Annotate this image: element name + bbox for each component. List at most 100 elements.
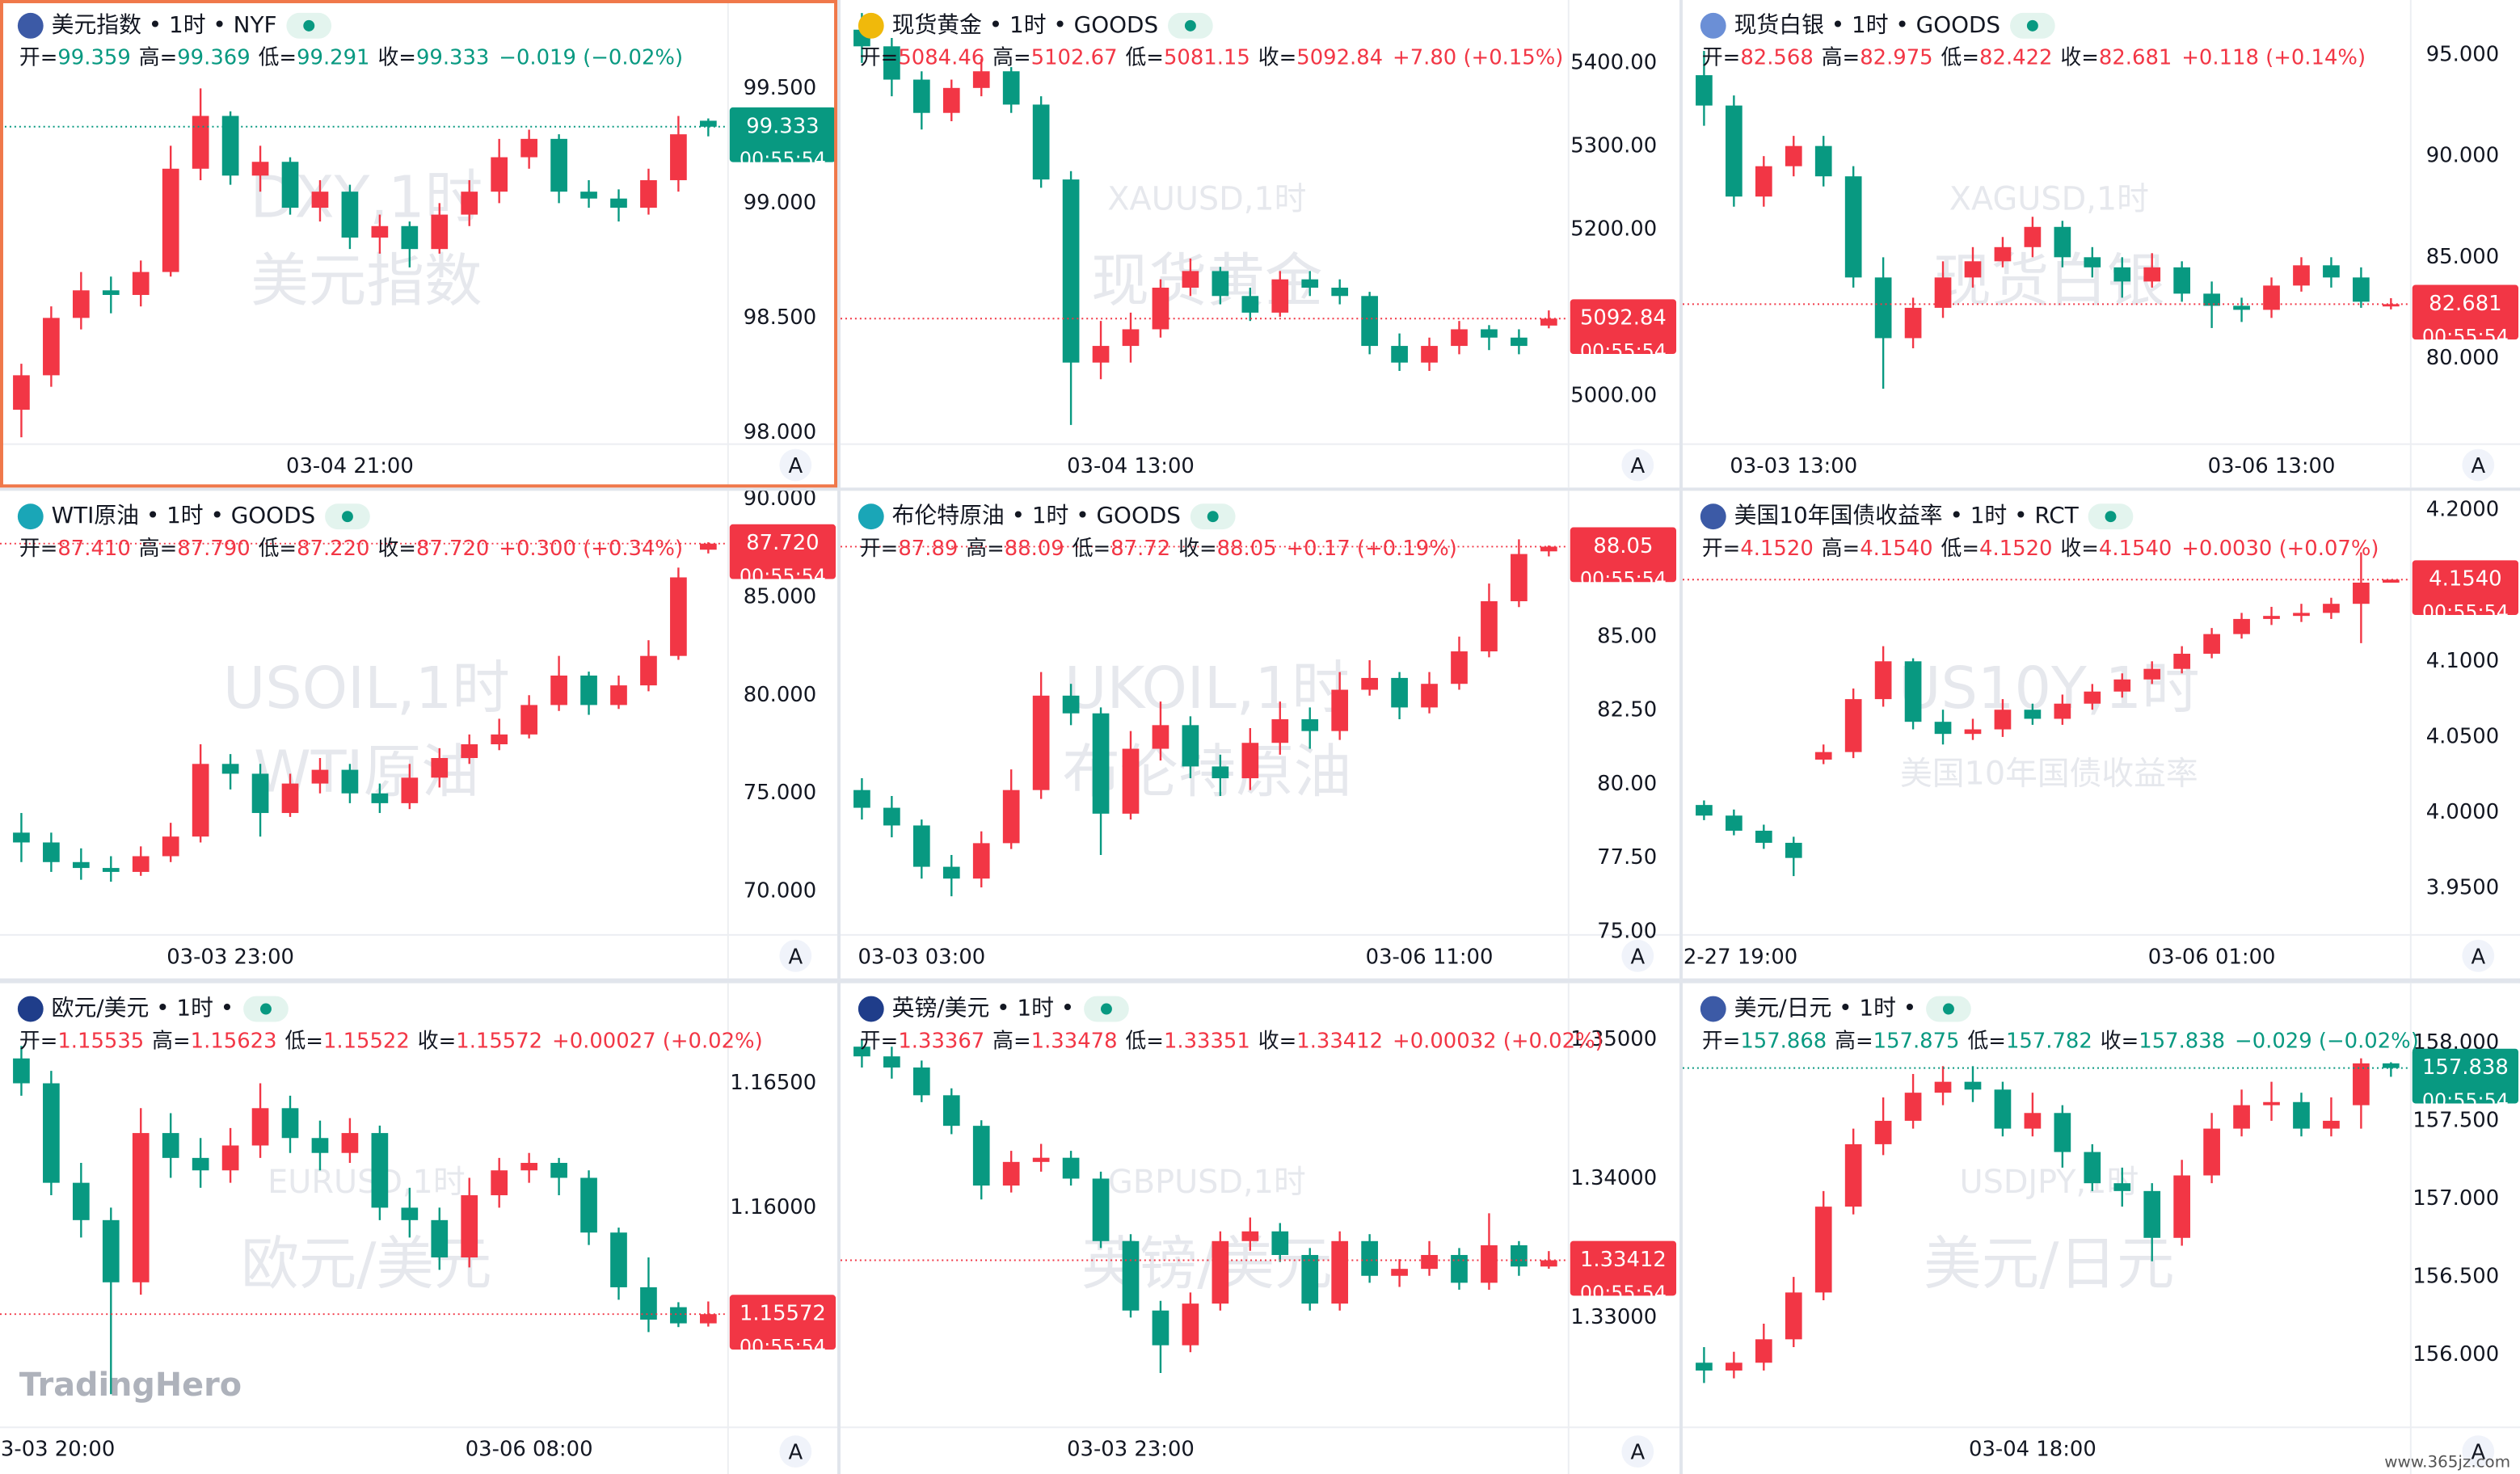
stat-label: 开= [1702, 537, 1740, 561]
countdown: 00:55:54 [740, 1335, 826, 1358]
y-tick-label: 98.000 [744, 420, 816, 444]
candle-body [281, 783, 299, 814]
stat-change: −0.019 (−0.02%) [499, 45, 683, 69]
candle-body [491, 157, 508, 192]
candle-body [461, 1195, 478, 1258]
stat-change: +0.0030 (+0.07%) [2181, 537, 2379, 561]
symbol-icon [17, 503, 44, 530]
x-tick-label: 03-03 23:00 [166, 945, 294, 969]
y-tick-label: 80.000 [744, 683, 816, 707]
y-tick-label: 75.00 [1597, 919, 1657, 943]
candle-body [2143, 1190, 2161, 1238]
candle-body [1785, 842, 1802, 858]
stat-value: 1.15522 [323, 1029, 410, 1053]
scale-button[interactable]: A [788, 945, 803, 969]
stat-value: 1.15623 [191, 1029, 277, 1053]
stat-value: 99.359 [57, 45, 130, 69]
candle-body [1062, 695, 1080, 714]
countdown: 00:55:54 [740, 148, 826, 171]
candle-body [1361, 296, 1378, 347]
stat-label: 低= [259, 537, 297, 561]
candle-body [2353, 1063, 2370, 1106]
candle-body [2353, 277, 2370, 302]
candle-body [371, 1133, 389, 1208]
candle-body [2024, 1113, 2042, 1129]
price-tag [1570, 1240, 1677, 1296]
candle-body [341, 1133, 359, 1153]
y-tick-label: 99.000 [744, 191, 816, 215]
price-tag-label: 87.720 [746, 531, 819, 555]
scale-button[interactable]: A [1630, 945, 1645, 969]
candle-body [2263, 616, 2280, 619]
candle-body [942, 87, 960, 113]
scale-button[interactable]: A [2471, 454, 2485, 478]
candle-body [972, 71, 990, 88]
chart-title[interactable]: 美元/日元 • 1时 • [1734, 995, 1917, 1021]
candle-body [162, 1133, 179, 1158]
ohlc-stats: 开=5084.46 高=5102.67 低=5081.15 收=5092.84 +7.8… [860, 45, 1564, 69]
ohlc-stats: 开=157.868 高=157.875 低=157.782 收=157.838 −0.0… [1702, 1029, 2419, 1053]
candle-body [670, 577, 687, 656]
candle-body [1331, 689, 1349, 731]
candle-body [2382, 304, 2400, 307]
candle-body [700, 543, 717, 550]
countdown: 00:55:54 [1580, 340, 1667, 363]
candle-body [1481, 600, 1498, 652]
chart-title[interactable]: 现货白银 • 1时 • GOODS [1734, 11, 2000, 38]
y-tick-label: 1.34000 [1570, 1166, 1657, 1190]
scale-button[interactable]: A [2471, 945, 2485, 969]
candle-body [1451, 651, 1468, 684]
y-tick-label: 4.2000 [2426, 498, 2499, 522]
candle-body [1241, 296, 1259, 313]
scale-button[interactable]: A [1630, 454, 1645, 478]
candle-body [1844, 1143, 1862, 1207]
price-tag [2412, 284, 2519, 340]
status-dot [1207, 511, 1219, 523]
x-tick-label: 02-27 19:00 [1670, 945, 1797, 969]
scale-button[interactable]: A [788, 1441, 803, 1465]
ohlc-stats: 开=87.410 高=87.790 低=87.220 收=87.720 +0.300 (… [19, 537, 683, 561]
candle-body [1391, 677, 1408, 708]
chart-panel: XAUUSD,1时现货黄金5000.005100.005200.005300.0… [840, 0, 1680, 488]
scale-button[interactable]: A [788, 454, 803, 478]
y-tick-label: 157.000 [2413, 1186, 2499, 1211]
candle-body [2113, 1183, 2131, 1191]
chart-title[interactable]: 欧元/美元 • 1时 • [52, 995, 234, 1021]
chart-title[interactable]: 美元指数 • 1时 • NYF [52, 11, 277, 38]
candle-body [1904, 661, 1922, 722]
stat-label: 收= [2060, 45, 2098, 69]
candle-body [192, 116, 209, 169]
symbol-icon [858, 503, 884, 530]
chart-title[interactable]: 现货黄金 • 1时 • GOODS [892, 11, 1158, 38]
candle-body [2233, 305, 2250, 310]
x-tick-label: 03-04 18:00 [1969, 1438, 2096, 1462]
candle-body [1511, 554, 1528, 601]
y-tick-label: 1.16000 [730, 1195, 816, 1219]
selected-border [0, 0, 838, 488]
watermark: 美元/日元 [1924, 1231, 2174, 1298]
candle-body [251, 162, 269, 176]
stat-value: 5102.67 [1031, 45, 1118, 69]
stat-value: 157.782 [2006, 1029, 2092, 1053]
scale-button-bg [2462, 1435, 2495, 1468]
chart-title[interactable]: 布伦特原油 • 1时 • GOODS [892, 502, 1181, 529]
candle-body [192, 1157, 209, 1171]
ohlc-stats: 开=82.568 高=82.975 低=82.422 收=82.681 +0.118 (… [1702, 45, 2366, 69]
price-tag [729, 524, 836, 579]
candle-body [1904, 307, 1922, 339]
chart-title[interactable]: 英镑/美元 • 1时 • [892, 995, 1075, 1021]
candle-body [1032, 104, 1050, 180]
candle-body [341, 769, 359, 794]
scale-button[interactable]: A [1630, 1441, 1645, 1465]
scale-button[interactable]: A [2471, 1441, 2485, 1465]
price-tag [729, 107, 836, 162]
candle-body [281, 1108, 299, 1139]
chart-title[interactable]: WTI原油 • 1时 • GOODS [52, 502, 316, 529]
candle-body [2203, 1128, 2220, 1176]
candle-body [461, 192, 478, 215]
y-tick-label: 1.16500 [730, 1071, 816, 1095]
candle-body [13, 832, 30, 843]
chart-title[interactable]: 美国10年国债收益率 • 1时 • RCT [1734, 502, 2080, 529]
candle-body [1904, 1093, 1922, 1121]
